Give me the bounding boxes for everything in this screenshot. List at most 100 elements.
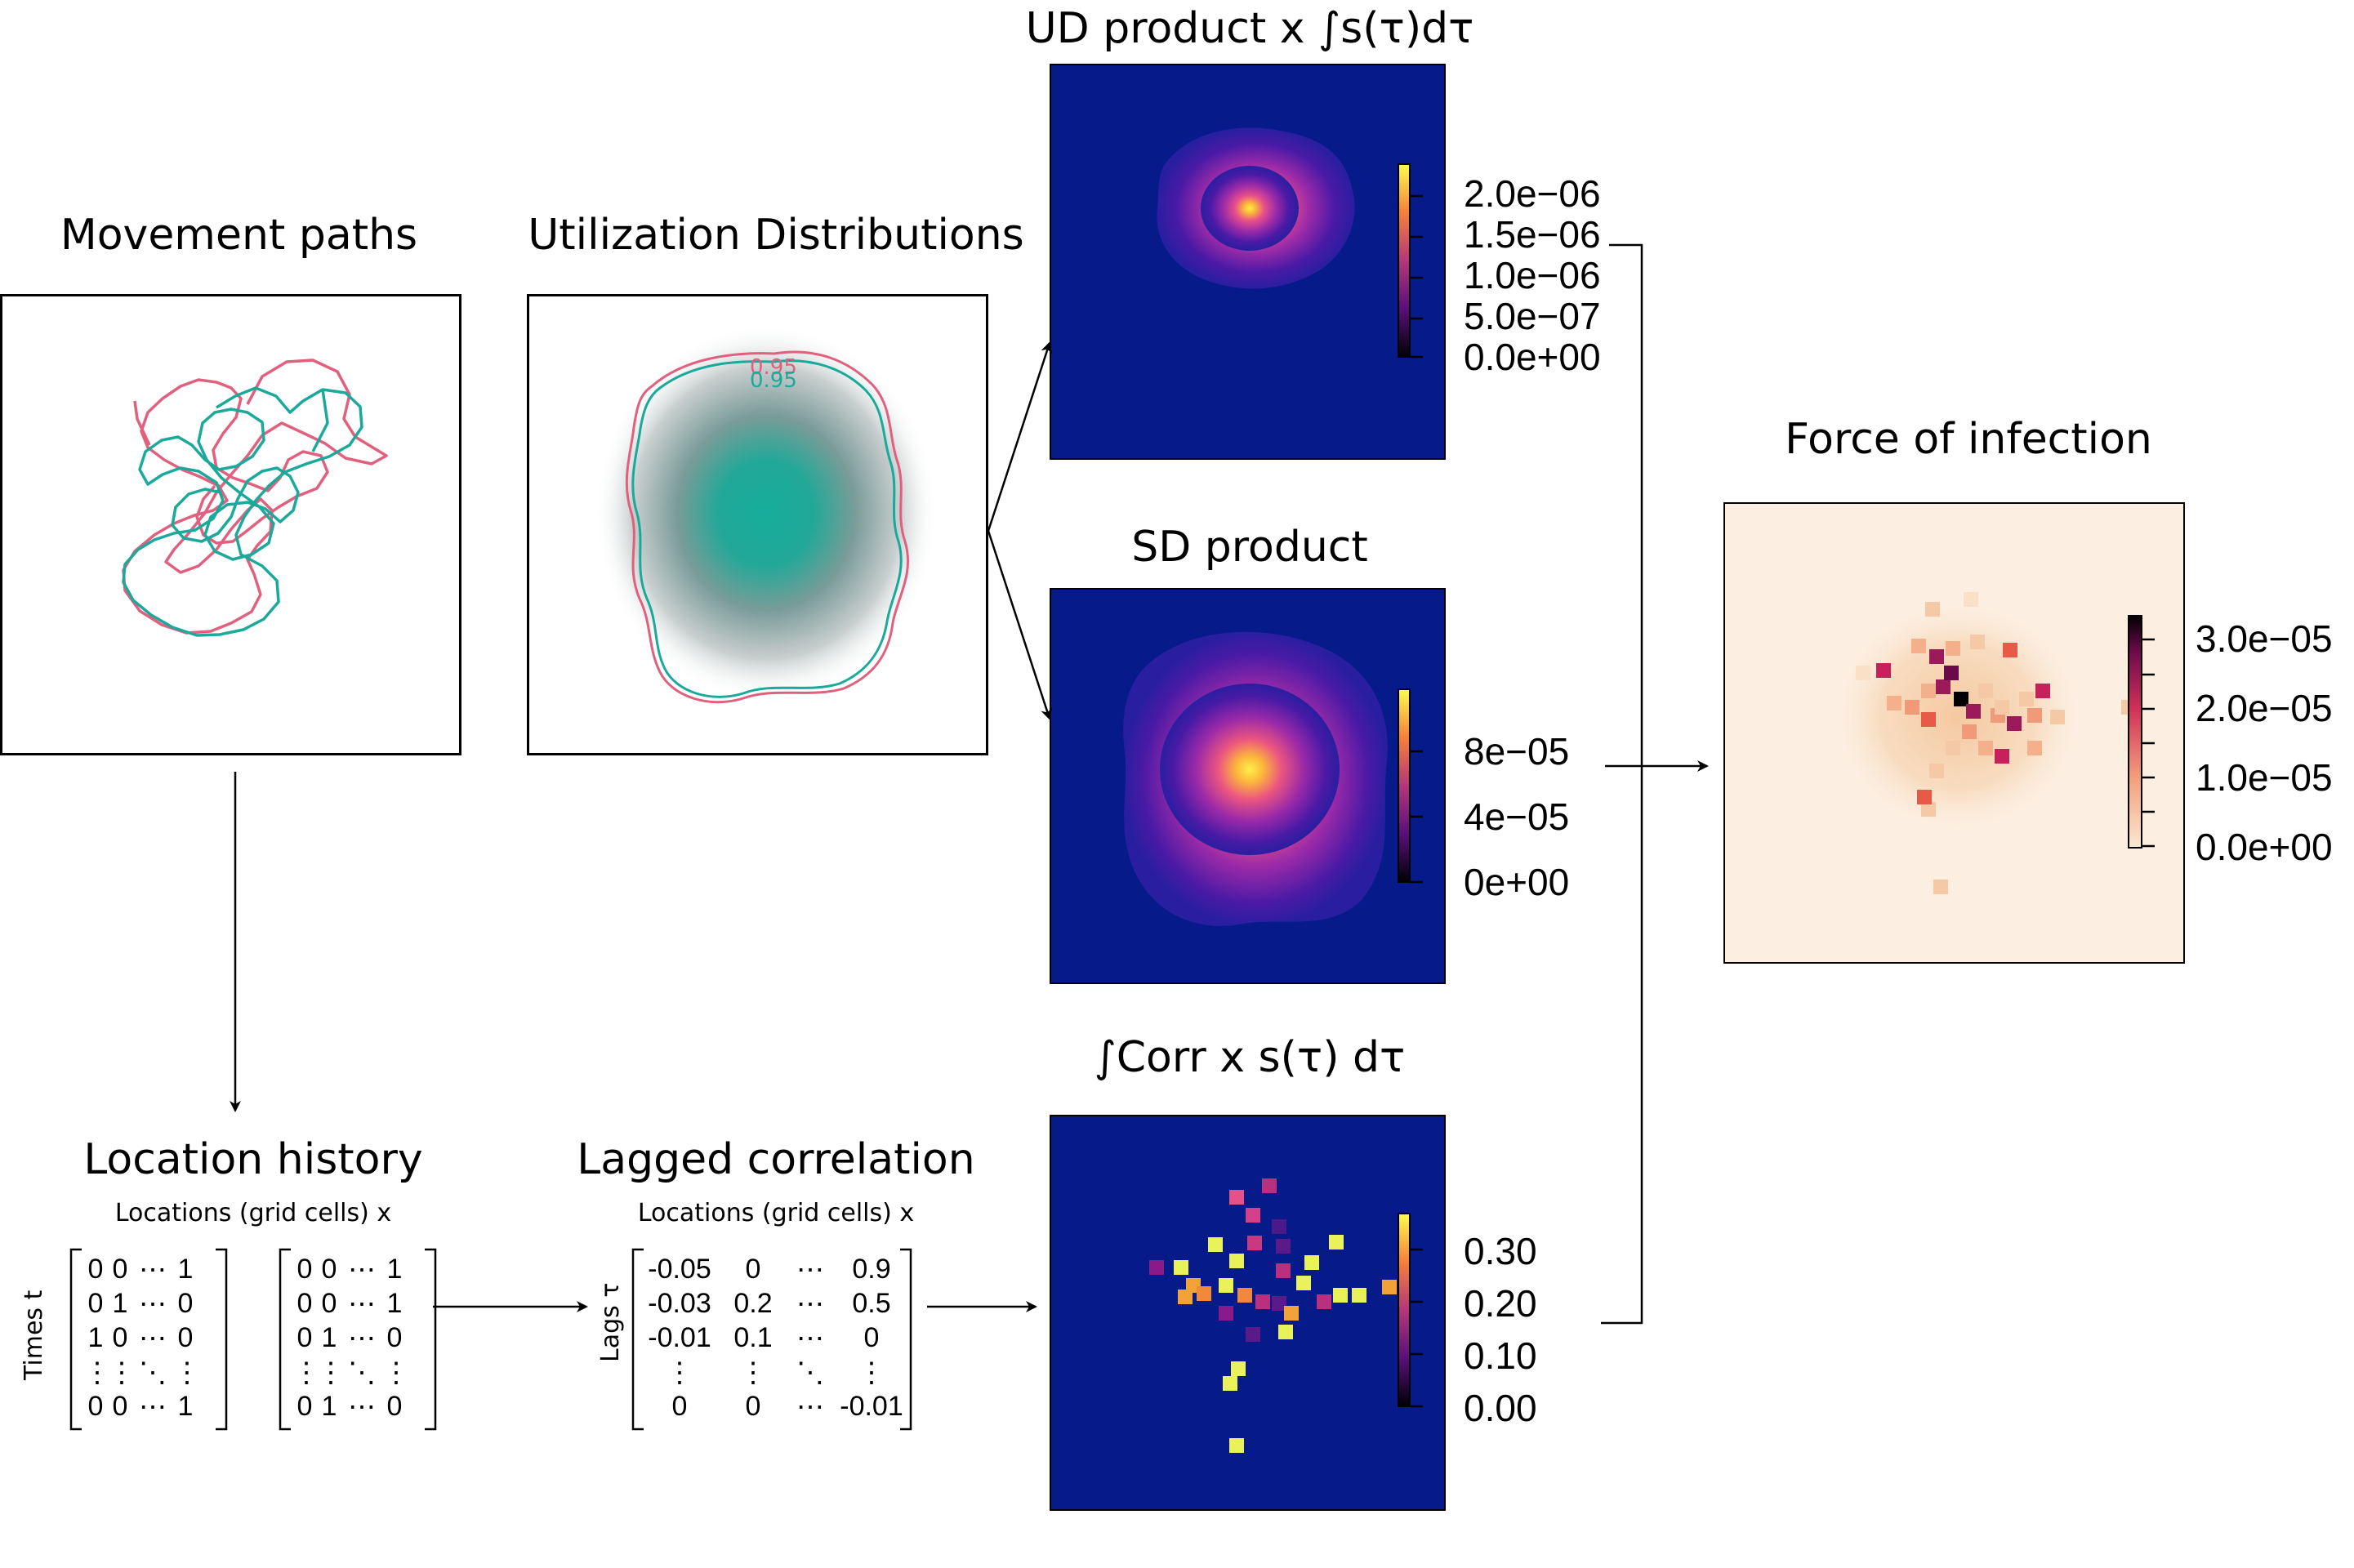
matrix-cell: ⋮ bbox=[317, 1357, 345, 1388]
corr-cell bbox=[1246, 1327, 1260, 1342]
sd-colorbar-tick: 0e+00 bbox=[1464, 861, 1570, 903]
utilization-density bbox=[595, 325, 938, 701]
foi-cell bbox=[1954, 692, 1968, 706]
matrix-row: -0.05 0 ⋯ 0.9 bbox=[639, 1254, 908, 1288]
corr-plot bbox=[1149, 1178, 1397, 1453]
foi-cell bbox=[2027, 708, 2042, 723]
matrix-row: -0.03 0.2 ⋯ 0.5 bbox=[639, 1288, 908, 1322]
matrix-cell: ⋯ bbox=[796, 1289, 824, 1320]
matrix-cell: -0.03 bbox=[648, 1288, 711, 1319]
matrix-cell: 0 bbox=[296, 1288, 313, 1319]
matrix-row: -0.01 0.1 ⋯ 0 bbox=[639, 1322, 908, 1356]
foi-cell bbox=[1929, 649, 1944, 664]
matrix-row: 1 0 ⋯ 0 bbox=[83, 1322, 214, 1356]
foi-cell bbox=[1929, 764, 1944, 778]
matrix-cell: 0 bbox=[296, 1391, 313, 1422]
corr-cell bbox=[1272, 1296, 1286, 1311]
matrix-cell: -0.01 bbox=[840, 1391, 903, 1422]
foi-cell bbox=[2003, 643, 2017, 657]
utilization-distributions-panel: 0.95 0.95 bbox=[527, 294, 988, 755]
corr-cell bbox=[1296, 1276, 1311, 1290]
matrix-cell: 0.9 bbox=[852, 1254, 891, 1285]
foi-cell bbox=[1978, 684, 1993, 698]
matrix-cell: ⋯ bbox=[139, 1392, 167, 1423]
corr-cell bbox=[1229, 1438, 1244, 1453]
foi-cell bbox=[1995, 700, 2009, 715]
movement-path-teal bbox=[122, 386, 363, 637]
sd-product-peak bbox=[1160, 684, 1340, 855]
corr-cell bbox=[1317, 1294, 1331, 1309]
corr-colorbar-tick: 0.20 bbox=[1464, 1282, 1537, 1325]
matrix-cell: ⋯ bbox=[348, 1392, 376, 1423]
matrix-row: ⋮ ⋮ ⋱ ⋮ bbox=[83, 1356, 214, 1391]
foi-cell bbox=[1970, 635, 1985, 649]
foi-cell bbox=[1978, 741, 1993, 755]
lagged-correlation-subtitle: Locations (grid cells) x bbox=[637, 1199, 915, 1227]
foi-colorbar-tick: 3.0e−05 bbox=[2196, 617, 2333, 660]
lagged-matrix: -0.05 0 ⋯ 0.9 -0.03 0.2 ⋯ 0.5 -0.01 0.1 … bbox=[639, 1254, 908, 1425]
corr-cell bbox=[1352, 1288, 1366, 1303]
foi-cell bbox=[1944, 666, 1959, 680]
sd-product-plot bbox=[1123, 631, 1388, 926]
matrix-cell: 1 bbox=[321, 1391, 337, 1422]
corr-cell bbox=[1223, 1376, 1237, 1391]
ud-colorbar-tick: 1.5e−06 bbox=[1464, 213, 1601, 256]
matrix-cell: ⋮ bbox=[173, 1357, 201, 1388]
corr-cell bbox=[1219, 1306, 1233, 1321]
corr-cell bbox=[1262, 1178, 1277, 1193]
foi-cell bbox=[1905, 700, 1919, 715]
corr-colorbar-tick: 0.30 bbox=[1464, 1230, 1537, 1272]
foi-cell bbox=[2035, 684, 2050, 698]
ud-colorbar-tick: 5.0e−07 bbox=[1464, 295, 1601, 337]
corr-cell bbox=[1246, 1208, 1260, 1223]
matrix-cell: ⋯ bbox=[796, 1323, 824, 1354]
matrix-cell: ⋯ bbox=[348, 1289, 376, 1320]
matrix-cell: ⋯ bbox=[796, 1392, 824, 1423]
matrix-cell: 1 bbox=[386, 1288, 403, 1319]
force-of-infection-panel bbox=[1723, 502, 2185, 964]
matrix-cell: 0 bbox=[177, 1322, 194, 1353]
ud-product-heatmap bbox=[1050, 64, 1446, 460]
matrix-cell: ⋱ bbox=[796, 1357, 824, 1388]
foi-cell bbox=[1917, 790, 1932, 804]
matrix-cell: 1 bbox=[177, 1254, 194, 1285]
foi-cell bbox=[2050, 710, 2065, 724]
movement-paths-title: Movement paths bbox=[60, 211, 418, 260]
matrix-row: 0 0 ⋯ 1 bbox=[292, 1288, 423, 1322]
matrix-cell: 0 bbox=[671, 1391, 688, 1422]
matrix-cell: 1 bbox=[177, 1391, 194, 1422]
corr-heatmap bbox=[1050, 1115, 1446, 1511]
foi-cell bbox=[1887, 696, 1901, 710]
matrix-cell: 0 bbox=[745, 1254, 761, 1285]
foi-cell bbox=[2027, 741, 2042, 755]
ud-product-plot bbox=[1157, 127, 1355, 289]
corr-cell bbox=[1149, 1260, 1164, 1275]
matrix-row: ⋮ ⋮ ⋱ ⋮ bbox=[639, 1356, 908, 1391]
foi-cell bbox=[1911, 639, 1926, 653]
corr-cell bbox=[1276, 1263, 1291, 1278]
contour-label-pink: 0.95 bbox=[750, 355, 797, 380]
location-matrix2-brackets bbox=[279, 1248, 437, 1431]
matrix-cell: ⋯ bbox=[348, 1254, 376, 1285]
force-of-infection-title: Force of infection bbox=[1785, 415, 2152, 464]
location-history-ylabel: Times t bbox=[20, 1290, 48, 1380]
matrix-cell: ⋱ bbox=[139, 1357, 167, 1388]
matrix-cell: 0 bbox=[386, 1391, 403, 1422]
ud-colorbar-tick: 1.0e−06 bbox=[1464, 254, 1601, 296]
location-matrix1: 0 0 ⋯ 1 0 1 ⋯ 0 1 0 ⋯ 0 ⋮ ⋮ ⋱ ⋮ 0 0 ⋯ 1 bbox=[83, 1254, 214, 1425]
corr-cell bbox=[1231, 1361, 1246, 1376]
foi-cell bbox=[1933, 880, 1948, 894]
ud-product-peak bbox=[1201, 166, 1299, 251]
matrix-cell: 0.2 bbox=[733, 1288, 773, 1319]
matrix-cell: 0 bbox=[87, 1391, 104, 1422]
corr-colorbar-tick: 0.00 bbox=[1464, 1387, 1537, 1429]
location-matrix2: 0 0 ⋯ 1 0 0 ⋯ 1 0 1 ⋯ 0 ⋮ ⋮ ⋱ ⋮ 0 1 ⋯ 0 bbox=[292, 1254, 423, 1425]
foi-cell bbox=[1962, 724, 1977, 739]
matrix-cell: ⋯ bbox=[796, 1254, 824, 1285]
corr-cell bbox=[1329, 1235, 1344, 1250]
matrix-cell: 1 bbox=[112, 1288, 128, 1319]
location-history-subtitle: Locations (grid cells) x bbox=[114, 1199, 392, 1227]
matrix-cell: 0.5 bbox=[852, 1288, 891, 1319]
sd-colorbar-tick: 8e−05 bbox=[1464, 730, 1570, 773]
matrix-cell: ⋯ bbox=[348, 1323, 376, 1354]
